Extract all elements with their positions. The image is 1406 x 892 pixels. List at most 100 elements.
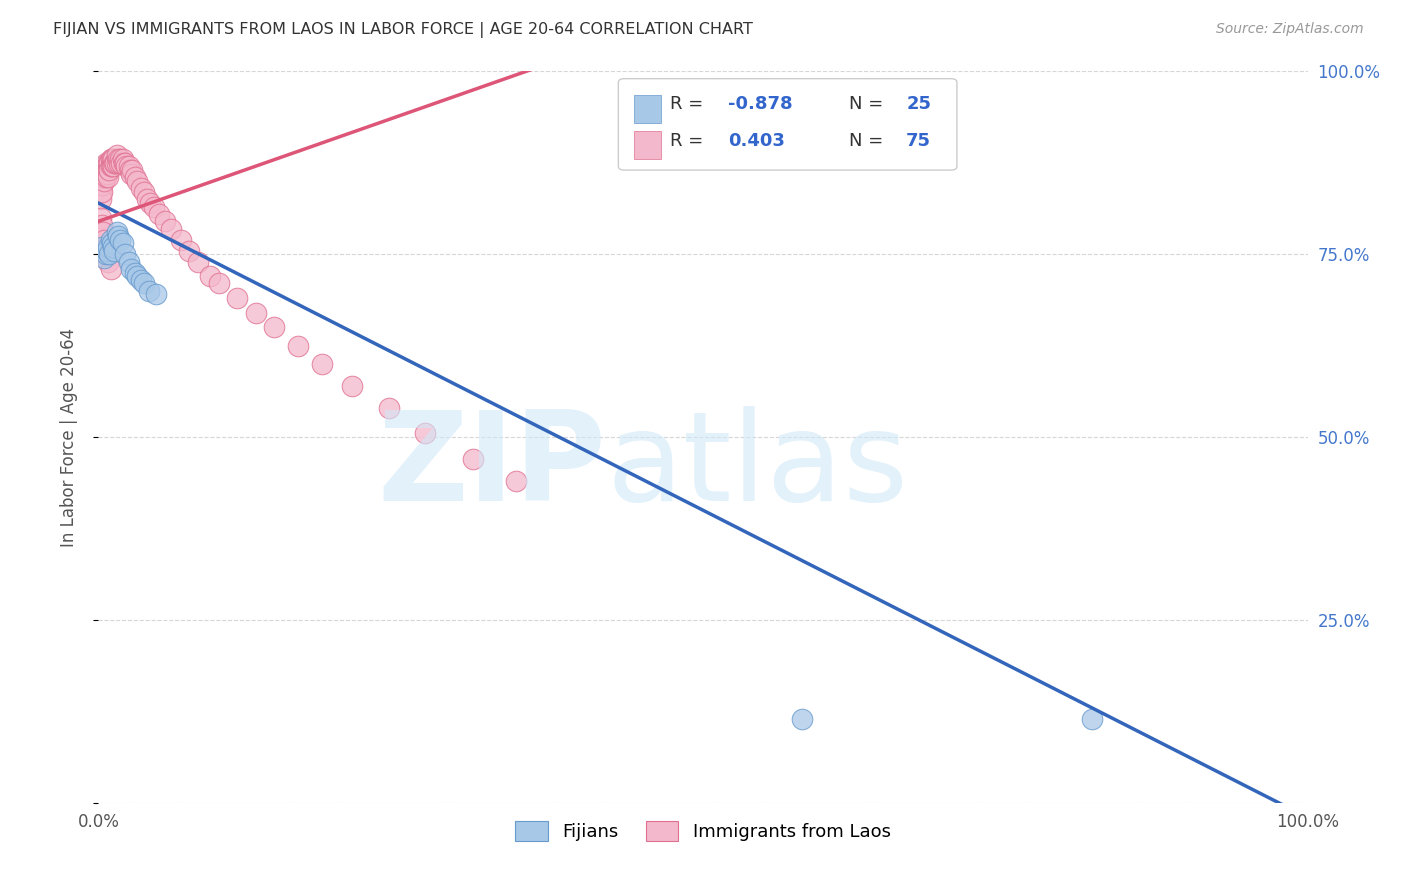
Point	[127, 269, 149, 284]
Point	[245, 306, 267, 320]
Point	[120, 261, 142, 276]
Text: ZIP: ZIP	[378, 406, 606, 527]
Point	[96, 247, 118, 261]
Point	[792, 712, 814, 726]
Point	[101, 160, 124, 174]
Text: 0.403: 0.403	[728, 132, 786, 150]
Text: N =: N =	[849, 132, 890, 150]
Point	[105, 156, 128, 170]
Point	[104, 156, 127, 170]
Point	[94, 240, 117, 254]
Text: 25: 25	[905, 95, 931, 113]
Point	[93, 174, 115, 188]
Text: R =: R =	[671, 132, 716, 150]
Text: -0.878: -0.878	[728, 95, 793, 113]
Point	[463, 452, 485, 467]
Point	[138, 284, 160, 298]
Point	[287, 338, 309, 352]
Point	[94, 170, 117, 185]
Point	[134, 277, 156, 291]
Point	[100, 152, 122, 166]
Point	[107, 152, 129, 166]
Point	[139, 196, 162, 211]
Text: N =: N =	[849, 95, 890, 113]
Point	[208, 277, 231, 291]
Point	[97, 240, 120, 254]
Point	[91, 163, 114, 178]
Point	[226, 291, 249, 305]
Point	[91, 240, 114, 254]
Point	[93, 251, 115, 265]
Point	[94, 163, 117, 178]
Point	[377, 401, 399, 415]
Point	[143, 200, 166, 214]
Point	[100, 261, 122, 276]
Point	[91, 225, 114, 239]
Point	[111, 236, 134, 251]
Point	[413, 426, 436, 441]
Point	[145, 287, 167, 301]
Point	[91, 170, 114, 185]
Point	[98, 163, 121, 178]
Point	[100, 160, 122, 174]
Point	[105, 225, 128, 239]
Point	[93, 167, 115, 181]
Point	[90, 185, 112, 199]
Point	[118, 163, 141, 178]
Text: R =: R =	[671, 95, 710, 113]
Point	[129, 273, 152, 287]
Point	[263, 320, 285, 334]
Point	[118, 160, 141, 174]
Point	[96, 244, 118, 258]
Point	[105, 148, 128, 162]
Text: Source: ZipAtlas.com: Source: ZipAtlas.com	[1216, 22, 1364, 37]
Point	[96, 167, 118, 181]
Point	[179, 244, 201, 258]
Point	[311, 357, 333, 371]
Point	[108, 152, 131, 166]
Point	[100, 160, 122, 174]
Point	[107, 228, 129, 243]
Point	[160, 221, 183, 235]
Point	[1081, 712, 1104, 726]
Point	[148, 207, 170, 221]
Point	[91, 218, 114, 232]
Point	[153, 214, 176, 228]
Bar	[634, 95, 661, 122]
Point	[118, 254, 141, 268]
Point	[101, 240, 124, 254]
Point	[135, 193, 157, 207]
Point	[98, 156, 121, 170]
Point	[342, 379, 364, 393]
Point	[110, 156, 132, 170]
Point	[114, 247, 136, 261]
Point	[121, 163, 143, 178]
Point	[100, 152, 122, 166]
Point	[115, 160, 138, 174]
Point	[111, 152, 134, 166]
Y-axis label: In Labor Force | Age 20-64: In Labor Force | Age 20-64	[59, 327, 77, 547]
Point	[129, 181, 152, 195]
Point	[97, 170, 120, 185]
Point	[98, 247, 121, 261]
Point	[91, 178, 114, 192]
Point	[93, 160, 115, 174]
Point	[97, 254, 120, 268]
Point	[112, 156, 135, 170]
Point	[127, 174, 149, 188]
Point	[101, 152, 124, 166]
Point	[90, 211, 112, 225]
Point	[198, 269, 221, 284]
Point	[505, 474, 527, 488]
Point	[103, 244, 125, 258]
Point	[96, 160, 118, 174]
Point	[124, 170, 146, 185]
Point	[134, 185, 156, 199]
Point	[91, 185, 114, 199]
Point	[108, 156, 131, 170]
Point	[97, 156, 120, 170]
Legend: Fijians, Immigrants from Laos: Fijians, Immigrants from Laos	[508, 814, 898, 848]
Point	[114, 156, 136, 170]
Text: atlas: atlas	[606, 406, 908, 527]
Point	[187, 254, 209, 268]
